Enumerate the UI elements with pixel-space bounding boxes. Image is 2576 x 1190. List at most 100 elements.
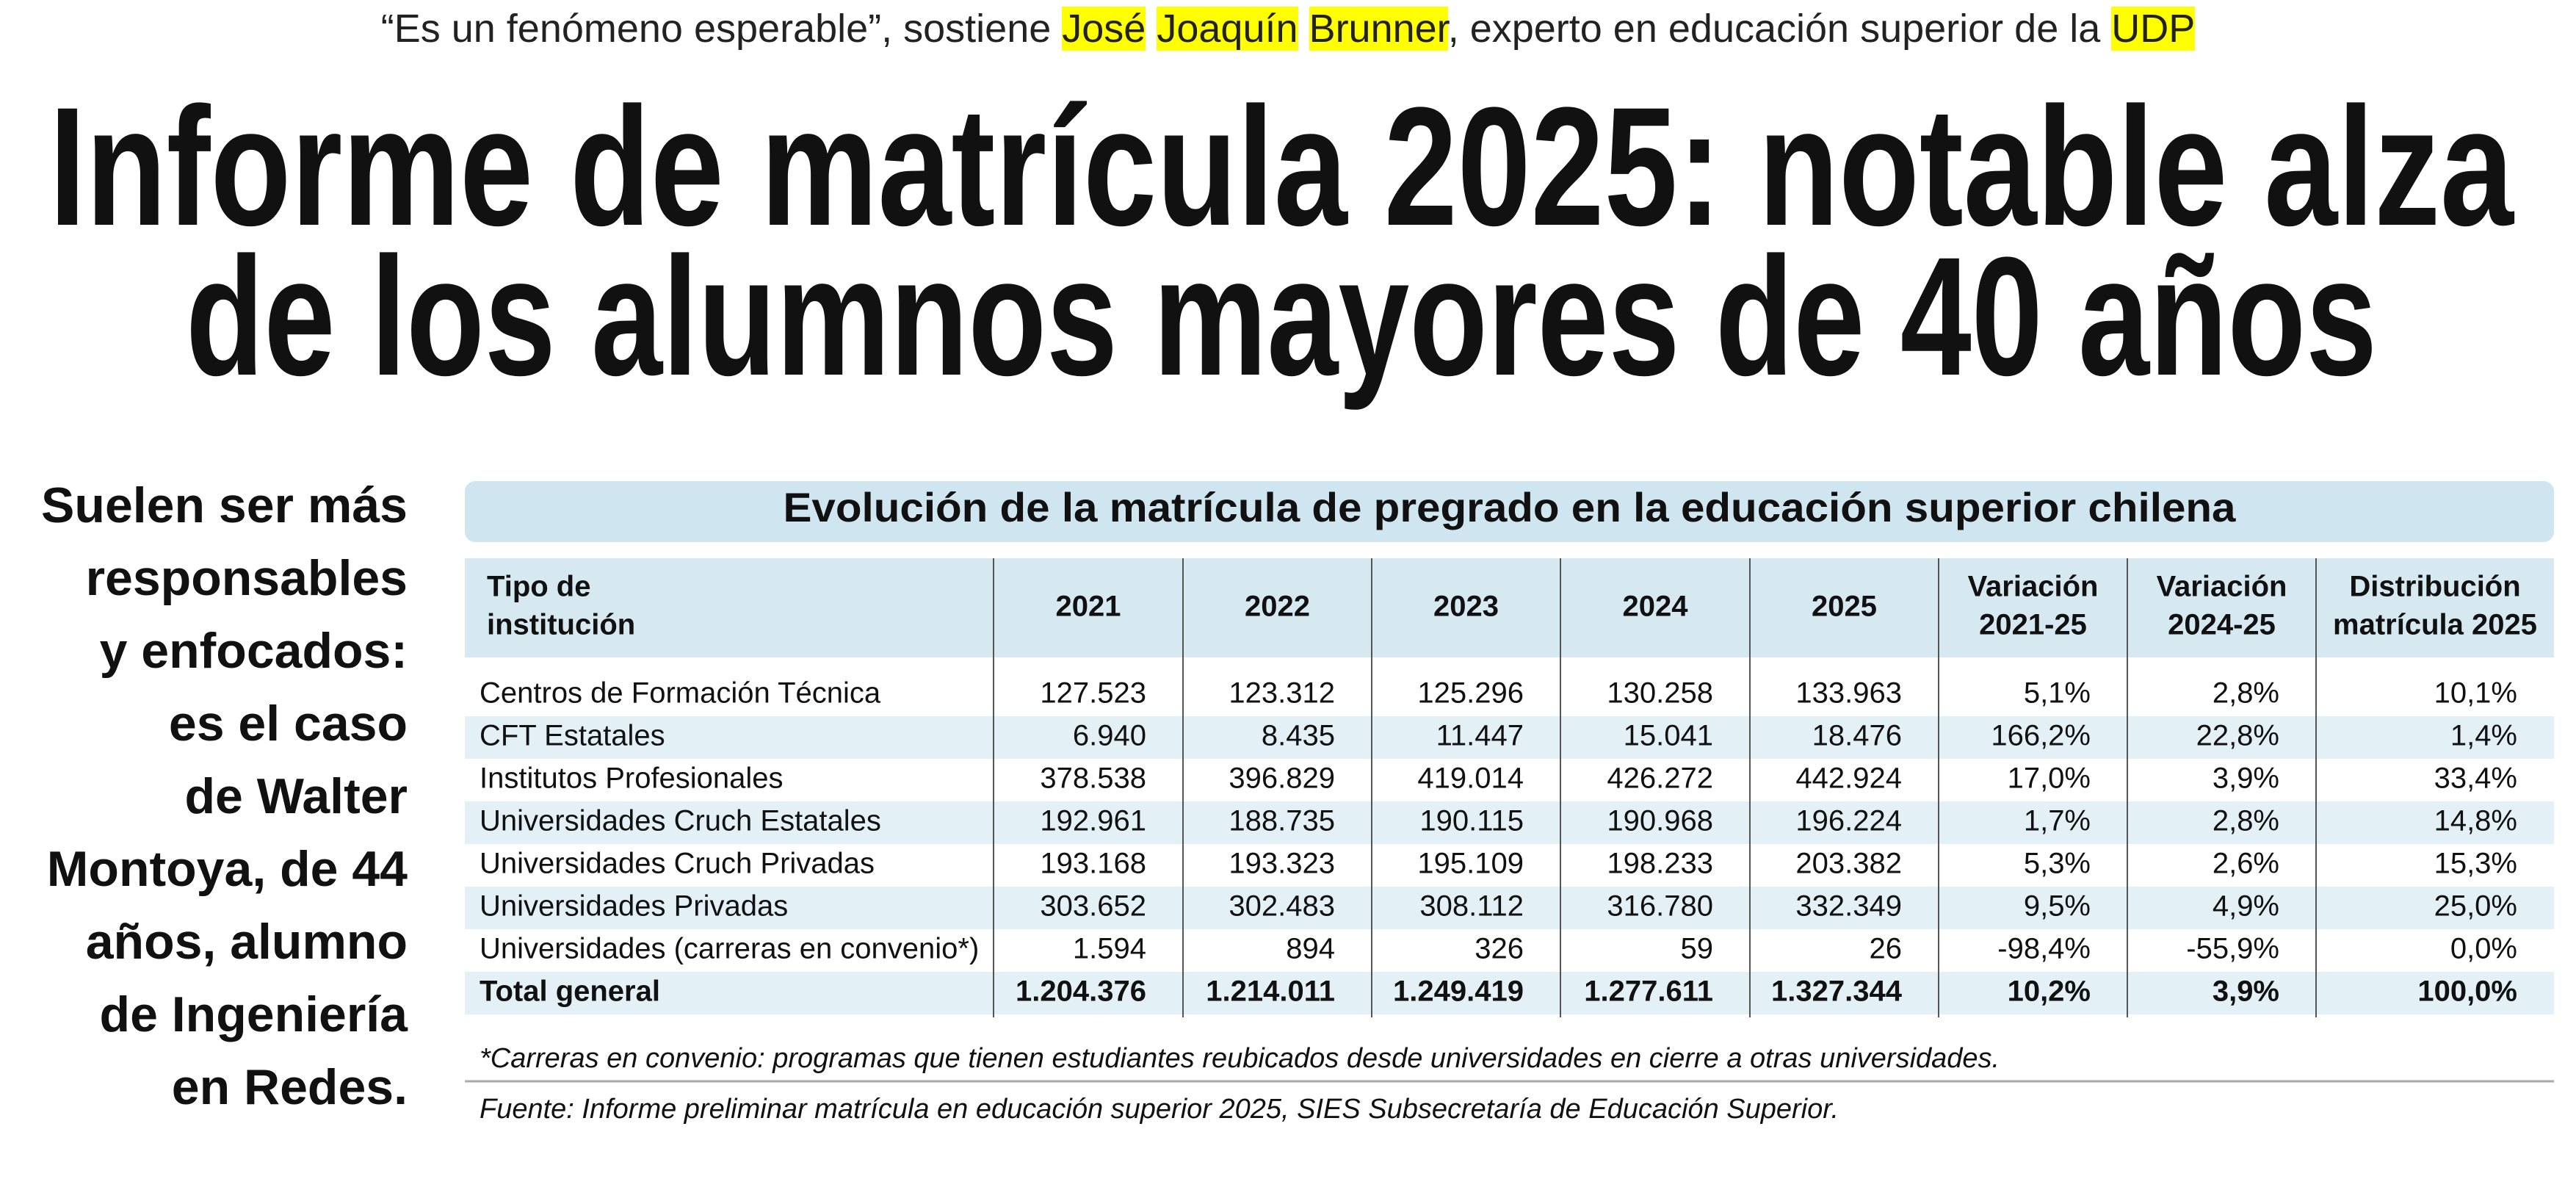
header-cell: Variación: [2157, 571, 2287, 603]
cell-value: 193.168: [1040, 848, 1146, 880]
header-cell: Variación: [1968, 571, 2099, 603]
cell-value: 10,1%: [2434, 677, 2517, 710]
cell-value: 419.014: [1417, 762, 1524, 795]
cell-value: -55,9%: [2186, 933, 2279, 965]
cell-value: 3,9%: [2213, 762, 2279, 795]
sidebar-line: Montoya, de 44: [47, 841, 408, 897]
cell-value: 18.476: [1812, 720, 1902, 752]
header-cell: 2022: [1245, 591, 1310, 623]
cell-value: -98,4%: [1997, 933, 2091, 965]
source: Fuente: Informe preliminar matrícula en …: [480, 1094, 1839, 1125]
cell-value: 11.447: [1436, 720, 1524, 752]
cell-value: 188.735: [1229, 805, 1335, 837]
row-shade: [465, 716, 2554, 759]
cell-value: 130.258: [1607, 677, 1713, 710]
cell-value: 303.652: [1040, 890, 1146, 923]
header-cell: matrícula 2025: [2333, 609, 2537, 641]
cell-value: 1.277.611: [1584, 976, 1713, 1008]
headline: de los alumnos mayores de 40 años: [186, 222, 2377, 411]
cell-value: 1.204.376: [1016, 976, 1146, 1008]
cell-value: 190.115: [1419, 805, 1524, 837]
cell-value: 25,0%: [2434, 890, 2517, 923]
cell-value: 308.112: [1419, 890, 1524, 923]
header-cell: 2023: [1433, 591, 1499, 623]
cell-value: 326: [1475, 933, 1524, 965]
highlighted-text: UDP: [2111, 7, 2196, 51]
cell-value: 26: [1870, 933, 1903, 965]
cell-value: 316.780: [1607, 890, 1713, 923]
row-shade: [465, 972, 2554, 1014]
row-label: Universidades Cruch Privadas: [480, 848, 875, 880]
cell-value: 894: [1286, 933, 1335, 965]
cell-value: 396.829: [1229, 762, 1335, 795]
row-label: Universidades Cruch Estatales: [480, 805, 881, 837]
cell-value: 1.594: [1073, 933, 1146, 965]
highlighted-text: Brunner: [1309, 7, 1448, 51]
header-cell: 2024-25: [2168, 609, 2276, 641]
cell-value: 302.483: [1229, 890, 1335, 923]
cell-value: 9,5%: [2024, 890, 2091, 923]
cell-value: 1.214.011: [1206, 976, 1335, 1008]
table-title-bar: [465, 481, 2554, 542]
sidebar-line: y enfocados:: [100, 623, 408, 679]
row-label: Institutos Profesionales: [480, 762, 784, 795]
cell-value: 15.041: [1624, 720, 1713, 752]
row-label: Centros de Formación Técnica: [480, 677, 881, 710]
cell-value: 0,0%: [2450, 933, 2517, 965]
row-label: CFT Estatales: [480, 720, 665, 752]
header-band: [465, 558, 2554, 657]
cell-value: 332.349: [1795, 890, 1902, 923]
row-label: Universidades (carreras en convenio*): [480, 933, 979, 965]
row-shade: [465, 887, 2554, 929]
cell-value: 33,4%: [2434, 762, 2517, 795]
cell-value: 22,8%: [2196, 720, 2279, 752]
highlighted-text: Joaquín: [1157, 7, 1298, 51]
kicker-text: , experto en educación superior de la: [1447, 7, 2112, 51]
cell-value: 5,3%: [2024, 848, 2091, 880]
sidebar-line: responsables: [86, 550, 408, 606]
row-label: Universidades Privadas: [480, 890, 788, 923]
cell-value: 2,8%: [2213, 677, 2279, 710]
header-cell: 2021: [1056, 591, 1121, 623]
cell-value: 190.968: [1607, 805, 1713, 837]
cell-value: 2,6%: [2213, 848, 2279, 880]
header-cell: 2024: [1623, 591, 1689, 623]
cell-value: 198.233: [1607, 848, 1713, 880]
header-cell: institución: [487, 609, 635, 641]
sidebar-line: de Ingeniería: [100, 987, 409, 1042]
row-shade: [465, 801, 2554, 844]
cell-value: 1,7%: [2024, 805, 2091, 837]
cell-value: 196.224: [1795, 805, 1902, 837]
cell-value: 10,2%: [2008, 976, 2091, 1008]
cell-value: 127.523: [1040, 677, 1146, 710]
cell-value: 192.961: [1040, 805, 1146, 837]
cell-value: 6.940: [1073, 720, 1146, 752]
cell-value: 17,0%: [2008, 762, 2091, 795]
cell-value: 125.296: [1417, 677, 1524, 710]
sidebar-line: en Redes.: [172, 1059, 408, 1115]
cell-value: 193.323: [1229, 848, 1335, 880]
cell-value: 1,4%: [2450, 720, 2517, 752]
cell-value: 195.109: [1417, 848, 1524, 880]
cell-value: 4,9%: [2213, 890, 2279, 923]
cell-value: 166,2%: [1991, 720, 2091, 752]
cell-value: 133.963: [1795, 677, 1902, 710]
sidebar-line: de Walter: [184, 768, 408, 824]
cell-value: 2,8%: [2213, 805, 2279, 837]
cell-value: 3,9%: [2213, 976, 2279, 1008]
cell-value: 442.924: [1795, 762, 1902, 795]
header-cell: 2021-25: [1979, 609, 2087, 641]
sidebar-line: años, alumno: [86, 914, 408, 970]
footnote: *Carreras en convenio: programas que tie…: [480, 1043, 2000, 1074]
cell-value: 378.538: [1040, 762, 1146, 795]
cell-value: 5,1%: [2024, 677, 2091, 710]
cell-value: 14,8%: [2434, 805, 2517, 837]
cell-value: 1.249.419: [1393, 976, 1524, 1008]
header-cell: 2025: [1812, 591, 1877, 623]
sidebar-line: es el caso: [169, 696, 408, 751]
highlighted-text: José: [1062, 7, 1146, 51]
header-cell: Tipo de: [487, 571, 590, 603]
cell-value: 15,3%: [2434, 848, 2517, 880]
